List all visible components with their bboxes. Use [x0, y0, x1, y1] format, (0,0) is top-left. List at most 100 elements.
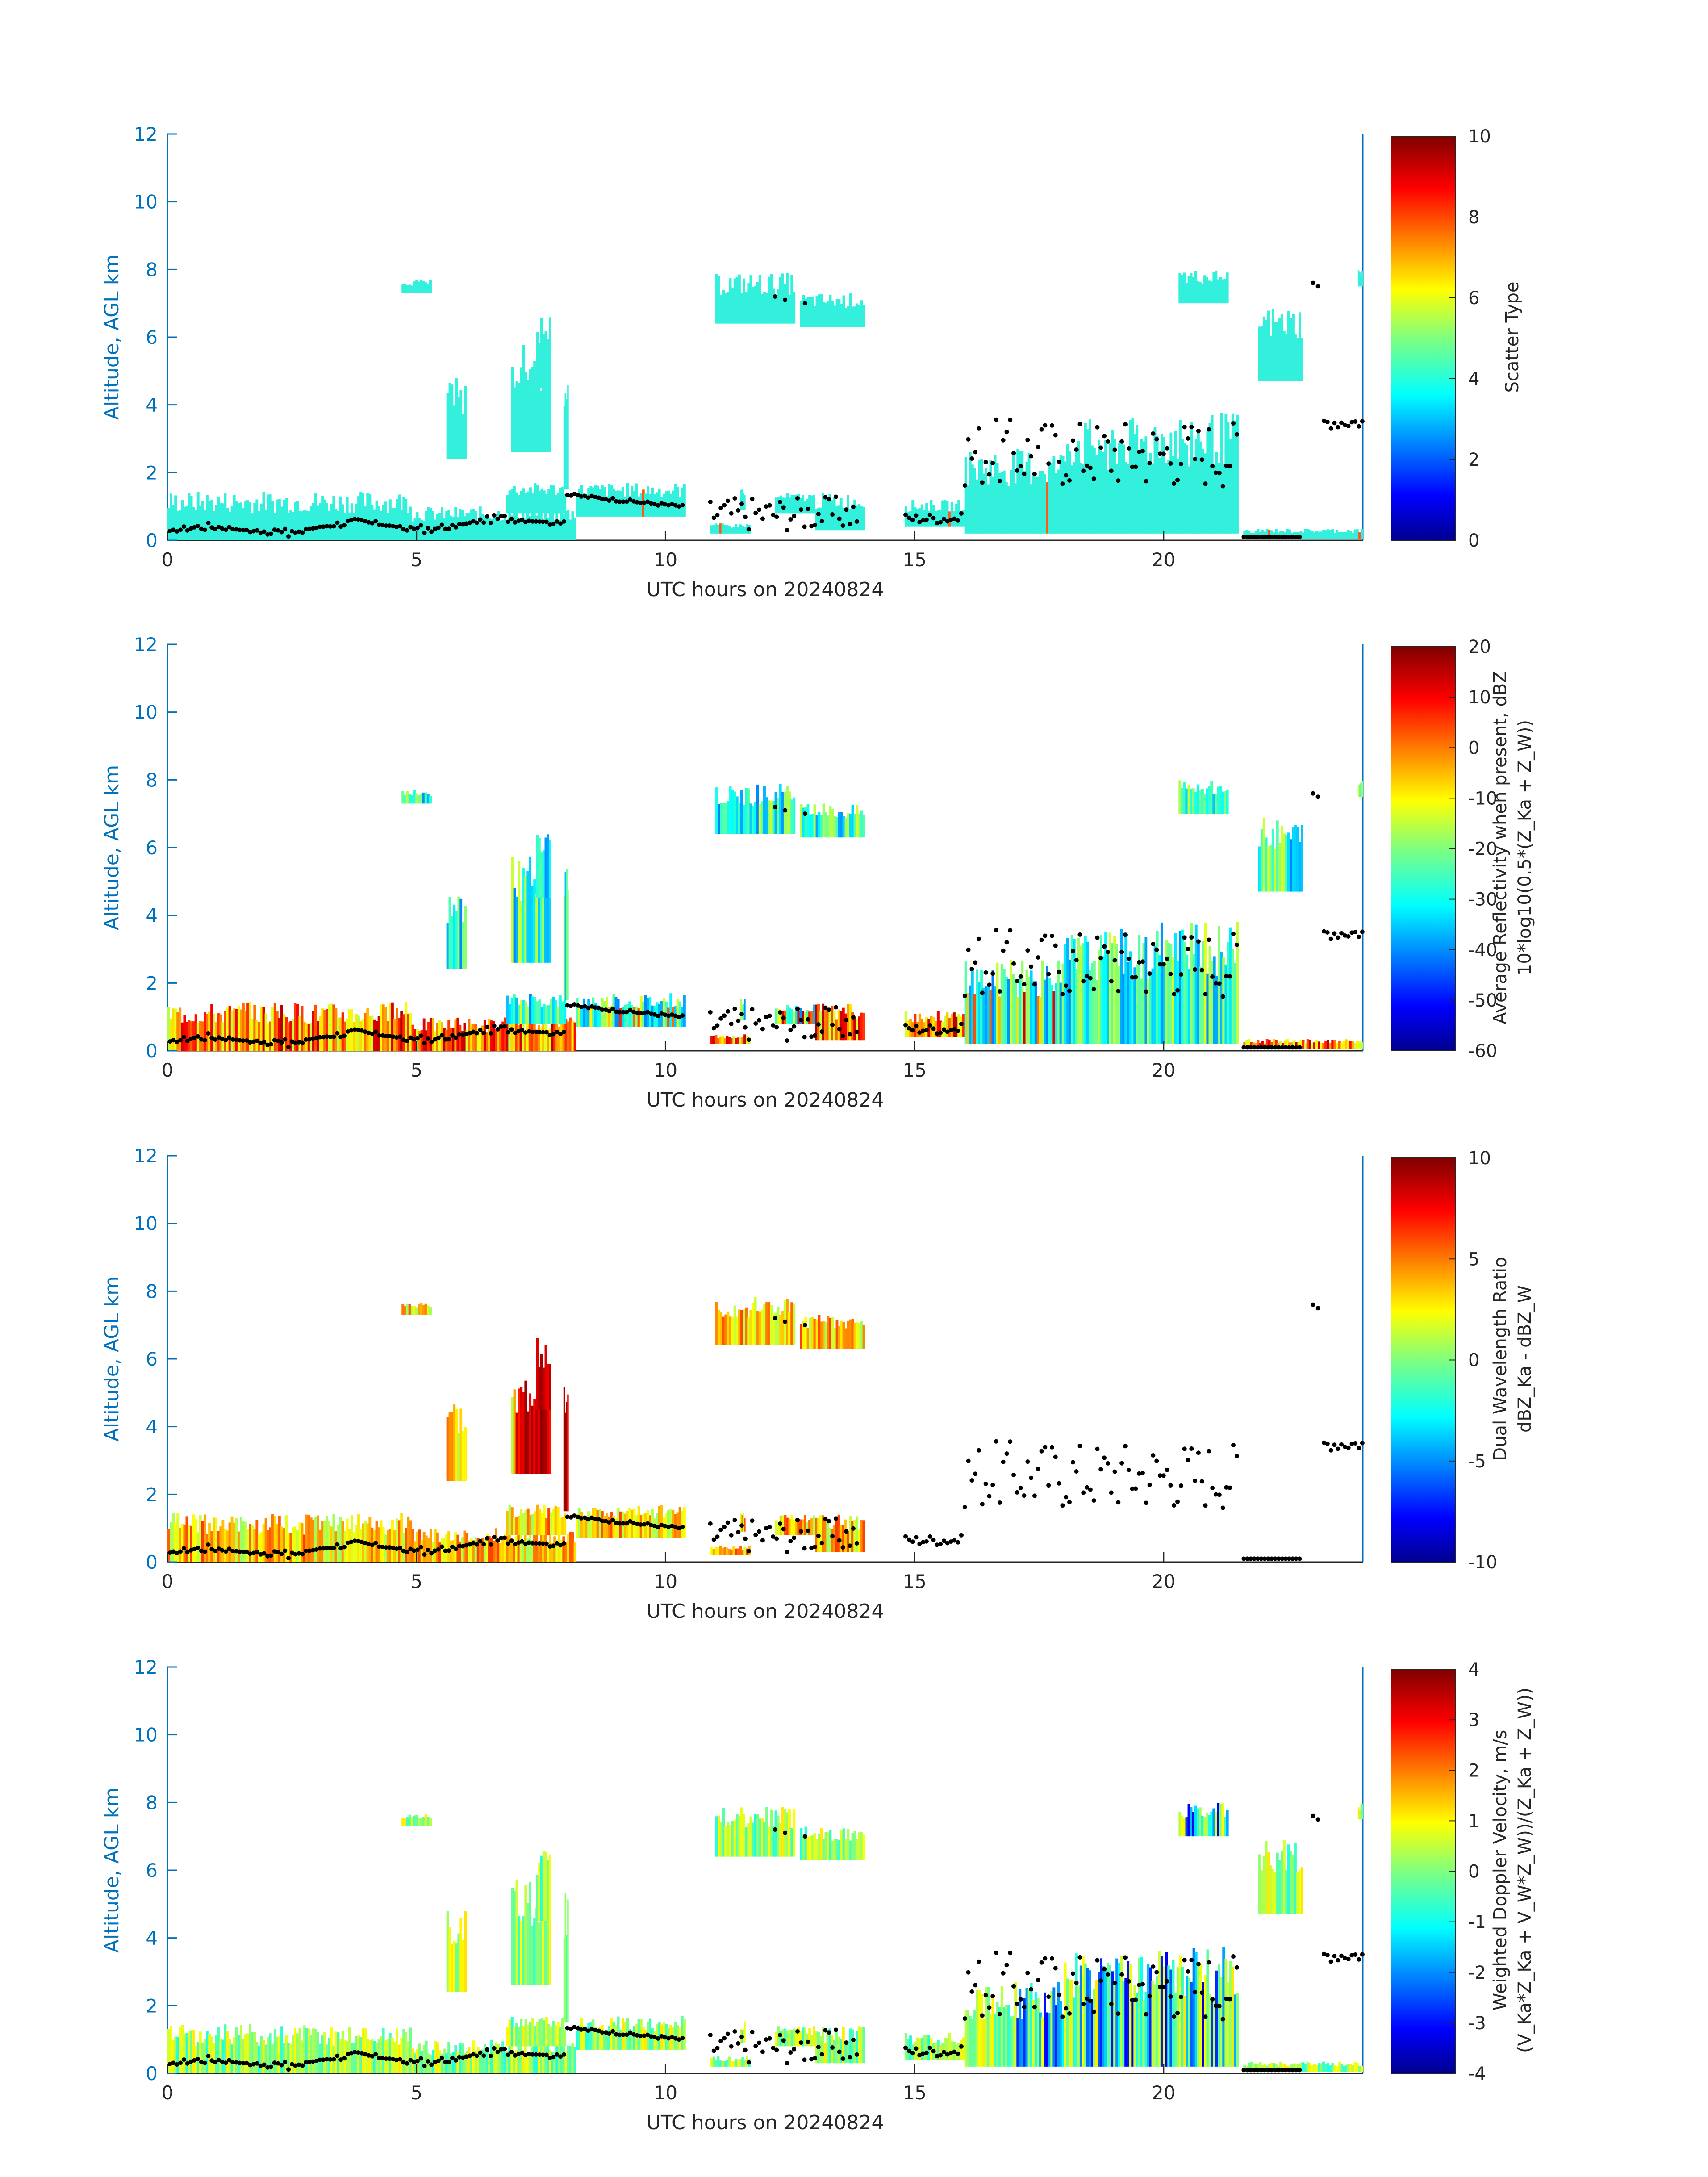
cloud-base-dot	[307, 2060, 312, 2064]
field-column	[1338, 1041, 1341, 1049]
field-column	[1073, 1997, 1076, 2067]
field-column	[540, 1007, 543, 1024]
field-column	[474, 1024, 477, 1051]
cloud-base-dot	[1161, 451, 1166, 456]
field-column	[1188, 1977, 1191, 2067]
field-column	[535, 1029, 538, 1051]
field-column	[835, 2030, 838, 2064]
field-column	[781, 1515, 785, 1535]
field-column	[842, 295, 845, 327]
field-column	[858, 1529, 861, 1552]
field-column	[743, 2059, 746, 2067]
field-column	[842, 1828, 845, 1860]
field-column	[851, 2029, 854, 2064]
cloud-base-dot	[1321, 929, 1326, 934]
cloud-base-dot	[854, 1029, 859, 1034]
field-column	[528, 1023, 531, 1051]
field-column	[749, 1310, 752, 1345]
field-column	[199, 506, 202, 540]
field-column	[1299, 531, 1303, 539]
field-column	[537, 1025, 540, 1051]
field-column	[328, 1004, 331, 1051]
field-column	[1055, 2005, 1058, 2067]
field-column	[1178, 1812, 1182, 1837]
cloud-base-dot	[1259, 2068, 1264, 2073]
cloud-base-dot	[1116, 478, 1121, 483]
cloud-base-dot	[711, 1537, 716, 1542]
field-column	[543, 1505, 546, 1535]
cloud-base-dot	[1283, 1556, 1288, 1561]
cloud-base-dot	[711, 1026, 716, 1031]
cloud-base-dot	[1172, 1503, 1177, 1508]
field-column	[808, 2028, 811, 2047]
field-column	[795, 1518, 798, 1535]
field-column	[1292, 827, 1295, 892]
cloud-base-dot	[505, 1030, 510, 1035]
field-column	[1276, 1852, 1279, 1914]
field-column	[957, 1014, 960, 1037]
field-column	[998, 2007, 1001, 2067]
x-tick-label: 10	[654, 549, 677, 571]
field-column	[538, 838, 541, 898]
cloud-base-dot	[792, 1535, 797, 1540]
field-column	[811, 814, 814, 838]
field-column	[181, 1523, 184, 1562]
cloud-base-dot	[1119, 949, 1124, 954]
cloud-base-dot	[848, 1032, 852, 1037]
field-column	[533, 879, 536, 963]
field-column	[301, 511, 304, 540]
cloud-base-dot	[1193, 967, 1198, 972]
field-column	[1156, 1976, 1159, 2067]
field-column	[978, 460, 981, 534]
field-column	[545, 1518, 548, 1535]
cloud-base-dot	[1213, 470, 1218, 475]
field-column	[203, 1514, 206, 1562]
field-column	[409, 506, 412, 540]
field-column	[831, 1529, 834, 1552]
field-column	[445, 511, 448, 540]
field-column	[1262, 818, 1265, 892]
field-column	[1282, 833, 1286, 892]
cloud-base-dot	[1332, 931, 1337, 936]
field-column	[752, 1303, 755, 1345]
field-column	[309, 1517, 313, 1562]
field-column	[851, 1521, 854, 1552]
field-column	[862, 305, 865, 327]
field-column	[1115, 464, 1119, 534]
cloud-base-dot	[1070, 1971, 1075, 1976]
field-column	[849, 2028, 852, 2064]
field-column	[826, 1520, 829, 1552]
cloud-base-dot	[432, 2060, 437, 2064]
field-column	[457, 896, 460, 969]
field-column	[1016, 449, 1019, 534]
cloud-base-dot	[596, 1517, 601, 1522]
field-column	[775, 1008, 778, 1024]
field-column	[283, 2043, 285, 2073]
field-column	[1174, 932, 1177, 1044]
cloud-base-dot	[792, 1024, 797, 1029]
field-column	[768, 276, 771, 324]
field-column	[730, 2061, 733, 2067]
field-column	[813, 1319, 816, 1349]
field-column	[420, 1818, 423, 1826]
cloud-base-dot	[447, 526, 451, 531]
field-column	[522, 2050, 525, 2073]
cloud-base-dot	[1018, 1997, 1023, 2002]
colorbar-tick-label: -50	[1468, 990, 1497, 1011]
x-axis-label: UTC hours on 20240824	[647, 578, 884, 601]
field-column	[1176, 1967, 1179, 2067]
field-column	[321, 2035, 324, 2073]
cloud-base-dot	[1321, 1440, 1326, 1445]
field-column	[192, 1514, 195, 1562]
field-column	[535, 2044, 538, 2073]
cloud-base-dot	[561, 1541, 566, 1546]
cloud-base-dot	[244, 2060, 249, 2065]
field-column	[540, 861, 543, 963]
cloud-base-dot	[642, 2033, 647, 2038]
field-column	[253, 1529, 256, 1562]
field-column	[518, 383, 521, 452]
cloud-base-dot	[1234, 942, 1239, 947]
field-column	[712, 1549, 715, 1555]
cloud-base-dot	[1001, 438, 1006, 443]
